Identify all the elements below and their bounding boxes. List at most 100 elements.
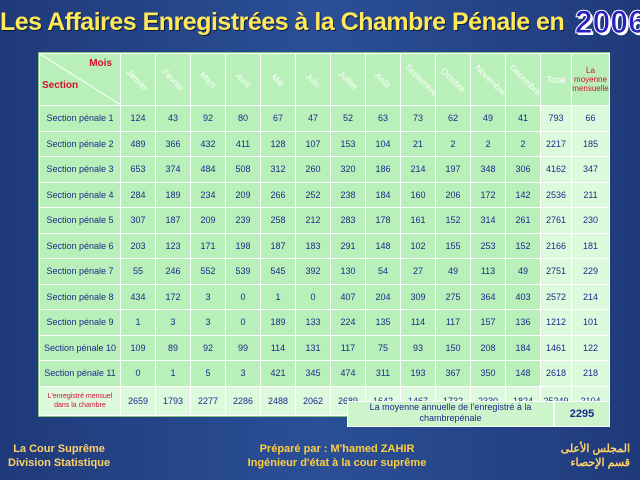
footer-arabic-division: قسم الإحصاء [570, 457, 630, 469]
table-cell: 434 [120, 283, 156, 310]
table-cell: 113 [470, 258, 506, 285]
sum-cell: 2286 [225, 385, 261, 416]
table-cell: 67 [260, 105, 296, 132]
table-cell: 306 [505, 156, 541, 183]
row-total: 2761 [540, 207, 572, 234]
table-cell: 178 [365, 207, 401, 234]
table-cell: 49 [435, 258, 471, 285]
table-row: Section pénale 4 284 189 234 209 266 252 238 184… [39, 181, 610, 208]
sum-cell: 2659 [120, 385, 156, 416]
table-row: Section pénale 2 489 366 432 411 128 107 153 104… [39, 130, 610, 157]
table-cell: 314 [470, 207, 506, 234]
table-cell: 123 [155, 232, 191, 259]
header-row: Mois Section Janvier Février Mars Avril … [39, 53, 610, 106]
table-cell: 47 [295, 105, 331, 132]
table-cell: 102 [400, 232, 436, 259]
total-header: Total [540, 53, 572, 106]
table-cell: 307 [120, 207, 156, 234]
table-cell: 367 [435, 360, 471, 387]
table-cell: 49 [470, 105, 506, 132]
table-cell: 148 [365, 232, 401, 259]
footer-arabic-court: المجلس الأعلى [560, 443, 630, 455]
table-cell: 198 [225, 232, 261, 259]
month-header: Juin [295, 53, 331, 106]
row-average: 347 [571, 156, 610, 183]
row-total: 793 [540, 105, 572, 132]
table-cell: 186 [365, 156, 401, 183]
sum-cell: 1793 [155, 385, 191, 416]
table-cell: 41 [505, 105, 541, 132]
month-header: Août [365, 53, 401, 106]
table-cell: 0 [225, 283, 261, 310]
table-cell: 0 [225, 309, 261, 336]
table-cell: 172 [470, 181, 506, 208]
sum-cell: 2062 [295, 385, 331, 416]
table-cell: 152 [505, 232, 541, 259]
footer-author: Préparé par : M'hamed ZAHIR [259, 443, 415, 455]
table-row: Section pénale 8 434 172 3 0 1 0 407 204 309 275 36… [39, 283, 610, 310]
sum-cell: 2277 [190, 385, 226, 416]
month-header: Mars [190, 53, 226, 106]
table-row: Section pénale 7 55 246 552 539 545 392 130 54 27… [39, 258, 610, 285]
table-cell: 239 [225, 207, 261, 234]
footer-court: La Cour Suprême [13, 443, 105, 455]
table-cell: 283 [330, 207, 366, 234]
table-cell: 63 [365, 105, 401, 132]
table-cell: 114 [260, 334, 296, 361]
table-cell: 209 [225, 181, 261, 208]
month-header: Mai [260, 53, 296, 106]
month-header: Novembre [470, 53, 506, 106]
row-average: 101 [571, 309, 610, 336]
table-cell: 411 [225, 130, 261, 157]
table-cell: 1 [155, 360, 191, 387]
table-cell: 184 [505, 334, 541, 361]
table-row: Section pénale 1 124 43 92 80 67 47 52 63 73 62 49 4… [39, 105, 610, 132]
table-cell: 135 [365, 309, 401, 336]
table-cell: 73 [400, 105, 436, 132]
row-label: Section pénale 3 [39, 156, 121, 183]
table-cell: 92 [190, 334, 226, 361]
table-row: Section pénale 9 1 3 3 0 189 133 224 135 114 117 15… [39, 309, 610, 336]
table-cell: 89 [155, 334, 191, 361]
table-cell: 545 [260, 258, 296, 285]
table-cell: 246 [155, 258, 191, 285]
table-cell: 312 [260, 156, 296, 183]
table-cell: 260 [295, 156, 331, 183]
title-text: Les Affaires Enregistrées à la Chambre P… [0, 8, 565, 36]
month-header: Janvier [120, 53, 156, 106]
row-label: Section pénale 9 [39, 309, 121, 336]
sum-row-label: L'enregistré mensuel dans la chambre [39, 385, 121, 416]
footer-center: Préparé par : M'hamed ZAHIR Ingénieur d'… [232, 442, 442, 470]
row-average: 214 [571, 283, 610, 310]
month-header: Septembre [400, 53, 436, 106]
table-cell: 3 [190, 283, 226, 310]
month-header: Avril [225, 53, 261, 106]
table-cell: 252 [295, 181, 331, 208]
table-cell: 184 [365, 181, 401, 208]
corner-section-label: Section [42, 80, 79, 91]
stats-table: Mois Section Janvier Février Mars Avril … [39, 53, 610, 416]
table-cell: 291 [330, 232, 366, 259]
row-label: Section pénale 6 [39, 232, 121, 259]
table-cell: 261 [505, 207, 541, 234]
table-cell: 189 [155, 181, 191, 208]
table-cell: 55 [120, 258, 156, 285]
table-cell: 3 [155, 309, 191, 336]
table-cell: 266 [260, 181, 296, 208]
row-total: 2166 [540, 232, 572, 259]
table-row: Section pénale 3 653 374 484 508 312 260 320 186… [39, 156, 610, 183]
table-cell: 1 [120, 309, 156, 336]
table-cell: 403 [505, 283, 541, 310]
table-cell: 172 [155, 283, 191, 310]
row-average: 218 [571, 360, 610, 387]
table-cell: 432 [190, 130, 226, 157]
row-label: Section pénale 2 [39, 130, 121, 157]
table-cell: 161 [400, 207, 436, 234]
row-total: 2217 [540, 130, 572, 157]
table-cell: 320 [330, 156, 366, 183]
sum-cell: 2488 [260, 385, 296, 416]
table-cell: 392 [295, 258, 331, 285]
table-cell: 109 [120, 334, 156, 361]
footer-left: La Cour Suprême Division Statistique [8, 442, 110, 470]
table-cell: 187 [260, 232, 296, 259]
